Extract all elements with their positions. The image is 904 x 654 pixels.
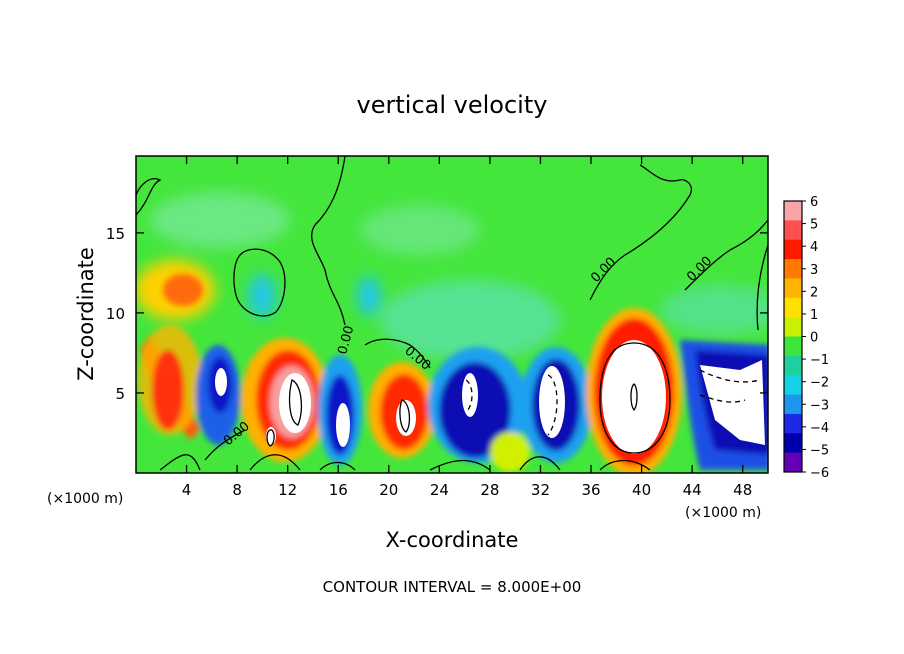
cyan-upper-mid-left <box>248 274 276 318</box>
colorbar-tick-label: 3 <box>810 263 818 278</box>
colorbar-swatch <box>784 239 802 260</box>
colorbar-tick-label: −6 <box>810 466 829 481</box>
colorbar-tick-label: 6 <box>810 195 818 210</box>
colorbar-tick-label: −2 <box>810 376 829 391</box>
contour-zero-x8-low <box>204 429 246 461</box>
colorbar-swatch <box>784 394 802 415</box>
contour-interval-footer: CONTOUR INTERVAL = 8.000E+00 <box>323 578 582 596</box>
cyan-patch-upper-left <box>150 192 290 248</box>
x-tick-label: 40 <box>632 481 651 499</box>
contour-lines <box>136 156 768 471</box>
contour-x48-inner2 <box>699 394 746 403</box>
y-axis: 5 10 15 <box>106 225 768 403</box>
plot-area: 0.00 0.00 0.00 0.00 0.00 <box>135 155 769 474</box>
colorbar-swatch <box>784 413 802 434</box>
contour-x39-core <box>630 383 638 412</box>
colorbar-tick-label: 5 <box>810 218 818 233</box>
cyan-patch-upper-mid <box>360 205 480 255</box>
core-x32 <box>539 366 565 438</box>
cyan-patch-center <box>380 280 560 360</box>
x-tick-label: 24 <box>430 481 449 499</box>
cyan-upper-mid <box>357 276 381 316</box>
colorbar-swatch <box>784 297 802 318</box>
x-unit-right: (×1000 m) <box>685 505 761 521</box>
contour-x39-inner <box>599 342 671 454</box>
contour-bottom-outline <box>159 454 651 471</box>
core-x21 <box>396 400 416 436</box>
core-x16 <box>336 403 350 447</box>
x-tick-label: 12 <box>278 481 297 499</box>
x-tick-label: 44 <box>683 481 702 499</box>
colorbar-tick-label: 2 <box>810 285 818 300</box>
core-x26 <box>462 373 478 417</box>
contour-x10-low <box>266 429 275 447</box>
colorbar-swatch <box>784 355 802 376</box>
contour-label-x17: 0.00 <box>335 324 357 356</box>
contour-x32-dashed <box>547 374 558 436</box>
warm-cell-upper-left <box>163 274 203 306</box>
contour-x26-dashed <box>465 379 473 413</box>
contour-zero-blob-x10 <box>233 248 286 317</box>
plot-frame <box>135 155 769 474</box>
saturated-cores <box>215 340 765 454</box>
contour-zero-x20 <box>364 338 431 369</box>
field-blobs <box>136 192 768 360</box>
x-tick-label: 48 <box>733 481 752 499</box>
y-tick-label: 10 <box>106 305 125 323</box>
x-tick-label: 8 <box>232 481 242 499</box>
colorbar-tick-label: 0 <box>810 331 818 346</box>
colorbar-swatch <box>784 259 802 279</box>
colorbar-swatch <box>784 201 802 221</box>
contour-x21-inner <box>399 399 411 433</box>
core-x12 <box>279 373 311 433</box>
colorbar-swatch <box>784 317 802 337</box>
y-axis-label: Z-coordinate <box>74 247 98 381</box>
colorbar-swatch <box>784 336 802 357</box>
contour-zero-x36 <box>589 164 692 301</box>
cyan-patch-right <box>660 285 768 335</box>
contour-zero-right-edge <box>756 244 768 331</box>
colorbar-swatch <box>784 220 802 241</box>
colorbar-tick-label: −5 <box>810 443 829 458</box>
contour-x48-inner <box>699 369 761 383</box>
colorbar: 6 5 4 3 2 1 0 −1 −2 −3 −4 −5 −6 <box>783 195 829 481</box>
colorbar-tick-label: 4 <box>810 240 818 255</box>
colorbar-tick-label: −1 <box>810 353 829 368</box>
x-tick-label: 28 <box>480 481 499 499</box>
x-tick-label: 32 <box>531 481 550 499</box>
x-tick-label: 20 <box>379 481 398 499</box>
x-tick-label: 16 <box>329 481 348 499</box>
yellow-bottom-center <box>490 432 530 472</box>
y-tick-label: 5 <box>115 385 125 403</box>
chart-title: vertical velocity <box>357 91 548 119</box>
x-axis-label: X-coordinate <box>386 528 519 552</box>
colorbar-tick-label: −3 <box>810 398 829 413</box>
colorbar-swatch <box>784 452 802 473</box>
colorbar-swatch <box>784 433 802 454</box>
colorbar-tick-label: −4 <box>810 421 829 436</box>
x-tick-label: 36 <box>581 481 600 499</box>
colorbar-tick-label: 1 <box>810 308 818 323</box>
core-x39 <box>602 340 666 454</box>
colorbar-swatch <box>784 278 802 299</box>
contour-zero-upper-left <box>136 178 162 216</box>
colorbar-swatch <box>784 375 802 396</box>
x-tick-label: 4 <box>182 481 192 499</box>
core-right <box>700 360 765 445</box>
contour-zero-x16 <box>310 156 346 326</box>
y-tick-label: 15 <box>106 225 125 243</box>
x-unit-left: (×1000 m) <box>47 491 123 507</box>
core-x6 <box>215 368 227 396</box>
contour-zero-x44 <box>684 219 768 291</box>
contour-x12-inner <box>288 379 303 426</box>
x-axis: 4 8 12 16 20 24 28 32 36 40 44 48 <box>182 156 752 499</box>
red-left-low <box>152 350 184 430</box>
